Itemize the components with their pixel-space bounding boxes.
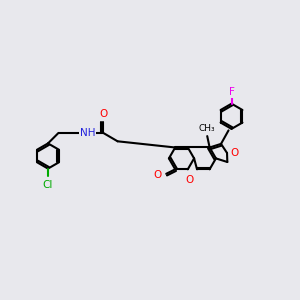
Text: O: O [99,109,107,118]
Text: O: O [185,175,194,185]
Text: CH₃: CH₃ [199,124,215,133]
Text: F: F [229,87,235,97]
Text: O: O [153,170,162,180]
Text: NH: NH [80,128,95,138]
Text: Cl: Cl [43,180,53,190]
Text: O: O [231,148,239,158]
